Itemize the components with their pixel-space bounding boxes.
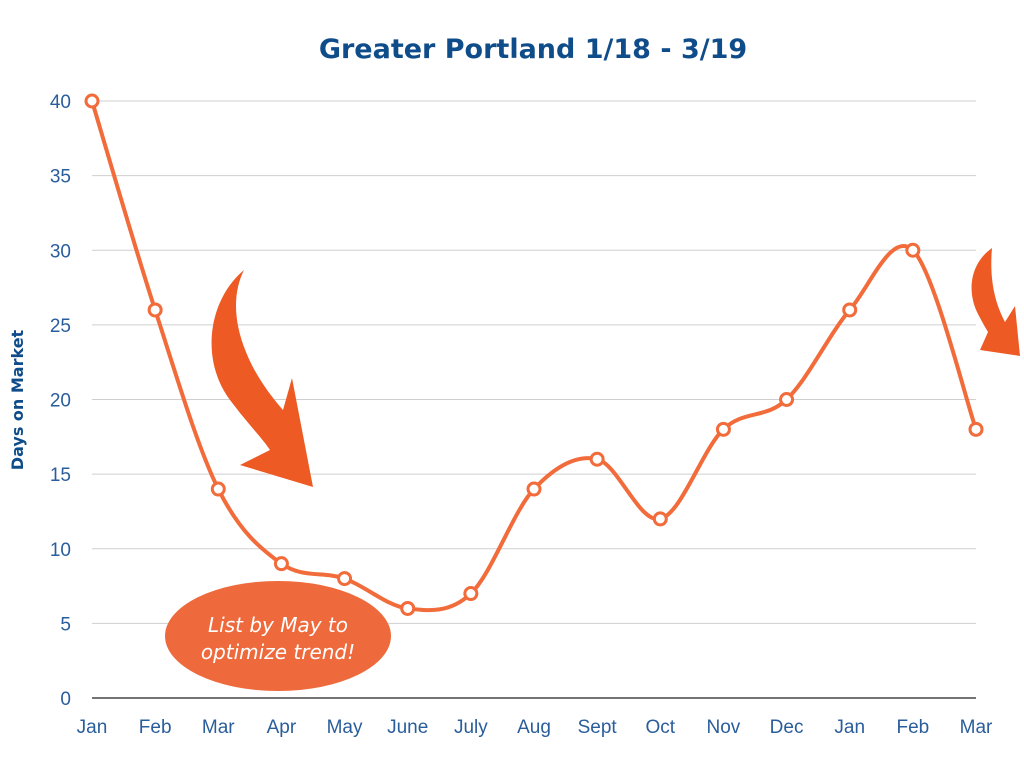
x-tick-label: Jan (77, 717, 108, 738)
data-point (463, 586, 479, 602)
data-points (84, 93, 984, 616)
x-tick-label: Mar (202, 717, 235, 738)
x-tick-label: Jan (834, 717, 865, 738)
x-tick-label: Nov (707, 717, 741, 738)
callout-ellipse (165, 581, 391, 691)
x-tick-label: Dec (770, 717, 804, 738)
y-tick-label: 10 (50, 540, 71, 561)
x-tick-label: Feb (896, 717, 929, 738)
chart-title: Greater Portland 1/18 - 3/19 (319, 34, 747, 65)
data-point (147, 302, 163, 318)
data-point (84, 93, 100, 109)
down-arrow-icon (971, 248, 1020, 356)
data-point (400, 600, 416, 616)
x-tick-label: June (387, 717, 428, 738)
data-point (779, 392, 795, 407)
y-tick-label: 15 (50, 465, 71, 486)
data-point (526, 481, 542, 497)
data-point (842, 302, 858, 318)
y-axis-label: Days on Market (8, 329, 27, 470)
data-point (589, 451, 605, 467)
x-tick-label: Sept (578, 717, 618, 738)
data-point (968, 421, 984, 437)
x-tick-label: Feb (139, 717, 172, 738)
y-tick-label: 30 (50, 241, 71, 262)
x-tick-labels: Jan Feb Mar Apr May June July Aug Sept Oct Nov Dec J… (77, 717, 993, 738)
x-tick-label: Apr (267, 717, 297, 738)
data-point (337, 571, 353, 587)
data-point (905, 242, 921, 258)
callout-line-1: List by May to (208, 613, 348, 637)
y-tick-labels: 0 5 10 15 20 25 30 35 40 (50, 92, 71, 710)
data-point (273, 556, 289, 572)
data-point (652, 511, 668, 527)
y-tick-label: 5 (60, 614, 71, 635)
x-tick-label: July (454, 717, 488, 738)
x-tick-label: Oct (646, 717, 676, 738)
y-tick-label: 0 (60, 689, 71, 710)
y-tick-label: 35 (50, 167, 71, 188)
x-tick-label: Aug (517, 717, 551, 738)
data-point (715, 421, 731, 437)
callout-line-2: optimize trend! (201, 640, 355, 664)
data-point (210, 481, 226, 497)
callout-bubble: List by May to optimize trend! (165, 581, 391, 691)
y-tick-label: 20 (50, 391, 71, 412)
y-tick-label: 25 (50, 316, 71, 337)
down-arrow-icon (211, 270, 313, 487)
x-tick-label: Mar (960, 717, 993, 738)
x-tick-label: May (327, 717, 363, 738)
y-tick-label: 40 (50, 92, 71, 113)
